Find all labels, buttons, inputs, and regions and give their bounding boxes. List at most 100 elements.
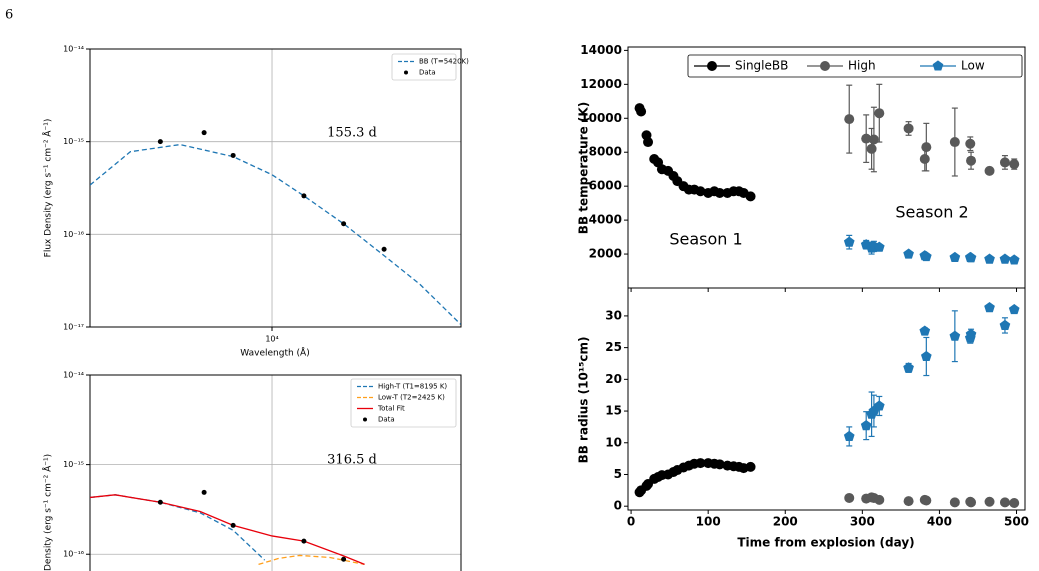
- data-point: [868, 134, 879, 145]
- y-tick-label: 0: [614, 499, 622, 513]
- legend-label: Data: [378, 416, 395, 424]
- data-point: [301, 538, 307, 544]
- legend-box: [350, 378, 457, 428]
- data-point: [843, 430, 855, 441]
- x-tick-label: 300: [850, 515, 875, 529]
- y-tick-label: 2000: [589, 247, 622, 261]
- x-tick-label: 100: [696, 515, 721, 529]
- data-point: [984, 253, 995, 264]
- data-point: [341, 221, 347, 227]
- data-point: [843, 236, 855, 247]
- y-tick-label: 10⁻¹⁵: [63, 460, 84, 469]
- axes-frame: [89, 374, 462, 571]
- data-point: [873, 400, 885, 411]
- legend-marker: [404, 70, 408, 75]
- y-tick-label: 5: [614, 467, 622, 481]
- x-tick-label: 0: [627, 515, 635, 529]
- legend-label: SingleBB: [735, 59, 788, 73]
- x-axis-label: Time from explosion (day): [737, 536, 914, 550]
- axes-frame: [89, 48, 462, 328]
- data-point: [230, 152, 236, 158]
- data-point: [860, 420, 872, 431]
- data-point: [921, 495, 932, 506]
- data-point: [965, 328, 977, 339]
- data-point: [874, 108, 885, 119]
- data-point: [949, 137, 960, 148]
- legend-marker: [820, 61, 830, 71]
- x-tick-label: 500: [1004, 515, 1029, 529]
- data-point: [966, 497, 977, 508]
- plot-area: [90, 143, 461, 325]
- data-point: [903, 496, 914, 507]
- data-point: [157, 139, 163, 145]
- legend-marker: [363, 417, 367, 422]
- legend-marker: [707, 61, 717, 71]
- data-point: [695, 458, 706, 469]
- y-tick-label: 15: [605, 404, 622, 418]
- data-point: [636, 106, 647, 117]
- data-point: [903, 248, 914, 259]
- axes-frame: [627, 287, 1026, 511]
- y-tick-label: 14000: [580, 43, 622, 57]
- x-tick-label: 400: [927, 515, 952, 529]
- x-tick-label: 10⁴: [265, 335, 278, 344]
- y-axis-label: BB temperature (K): [577, 102, 591, 234]
- y-tick-label: 12000: [580, 77, 622, 91]
- y-tick-label: 30: [605, 308, 622, 322]
- y-axis-label: Density (erg s⁻¹ cm⁻² Å⁻¹): [42, 454, 54, 571]
- data-point: [903, 362, 914, 373]
- data-point: [984, 496, 995, 507]
- data-point: [966, 155, 977, 166]
- legend-box: [391, 53, 457, 81]
- data-point: [695, 186, 706, 197]
- model-line: [258, 554, 365, 566]
- data-point: [1009, 159, 1020, 170]
- data-point: [844, 492, 855, 503]
- data-point: [920, 250, 932, 262]
- data-point: [999, 497, 1010, 508]
- data-point: [949, 251, 961, 262]
- data-point: [1009, 498, 1020, 509]
- model-line: [90, 143, 461, 325]
- annotation: Season 1: [669, 230, 742, 249]
- data-point: [844, 114, 855, 125]
- legend-label: Low-T (T2=2425 K): [378, 394, 445, 402]
- annotation: 316.5 d: [327, 453, 377, 468]
- data-point: [984, 165, 995, 176]
- data-point: [903, 123, 914, 134]
- legend-label: Total Fit: [377, 405, 405, 413]
- x-axis-label: Wavelength (Å): [240, 347, 309, 359]
- data-point: [921, 142, 932, 153]
- y-axis-label: BB radius (10¹⁵cm): [577, 337, 591, 464]
- y-tick-label: 6000: [589, 179, 622, 193]
- data-point: [230, 522, 236, 528]
- annotation: 155.3 d: [327, 126, 377, 141]
- legend-label: BB (T=5420K): [419, 58, 469, 66]
- data-point: [984, 302, 995, 313]
- y-tick-label: 10⁻¹⁶: [63, 230, 84, 239]
- legend-label: Data: [419, 69, 436, 77]
- y-tick-label: 10⁻¹⁵: [63, 137, 84, 146]
- data-point: [874, 494, 885, 505]
- data-point: [381, 246, 387, 252]
- data-point: [965, 138, 976, 149]
- y-tick-label: 4000: [589, 213, 622, 227]
- data-point: [999, 253, 1011, 264]
- data-point: [919, 325, 931, 336]
- data-point: [861, 133, 872, 144]
- data-point: [201, 489, 207, 495]
- page-number: 6: [5, 8, 13, 23]
- y-tick-label: 10⁻¹⁶: [63, 550, 84, 559]
- data-point: [949, 497, 960, 508]
- x-tick-label: 200: [773, 515, 798, 529]
- data-point: [919, 154, 930, 165]
- y-tick-label: 10⁻¹⁴: [63, 371, 84, 380]
- data-point: [714, 187, 725, 198]
- y-tick-label: 10000: [580, 111, 622, 125]
- y-tick-label: 20: [605, 372, 622, 386]
- data-point: [999, 319, 1011, 330]
- legend-label: High: [848, 59, 876, 73]
- y-tick-label: 10⁻¹⁴: [63, 45, 84, 54]
